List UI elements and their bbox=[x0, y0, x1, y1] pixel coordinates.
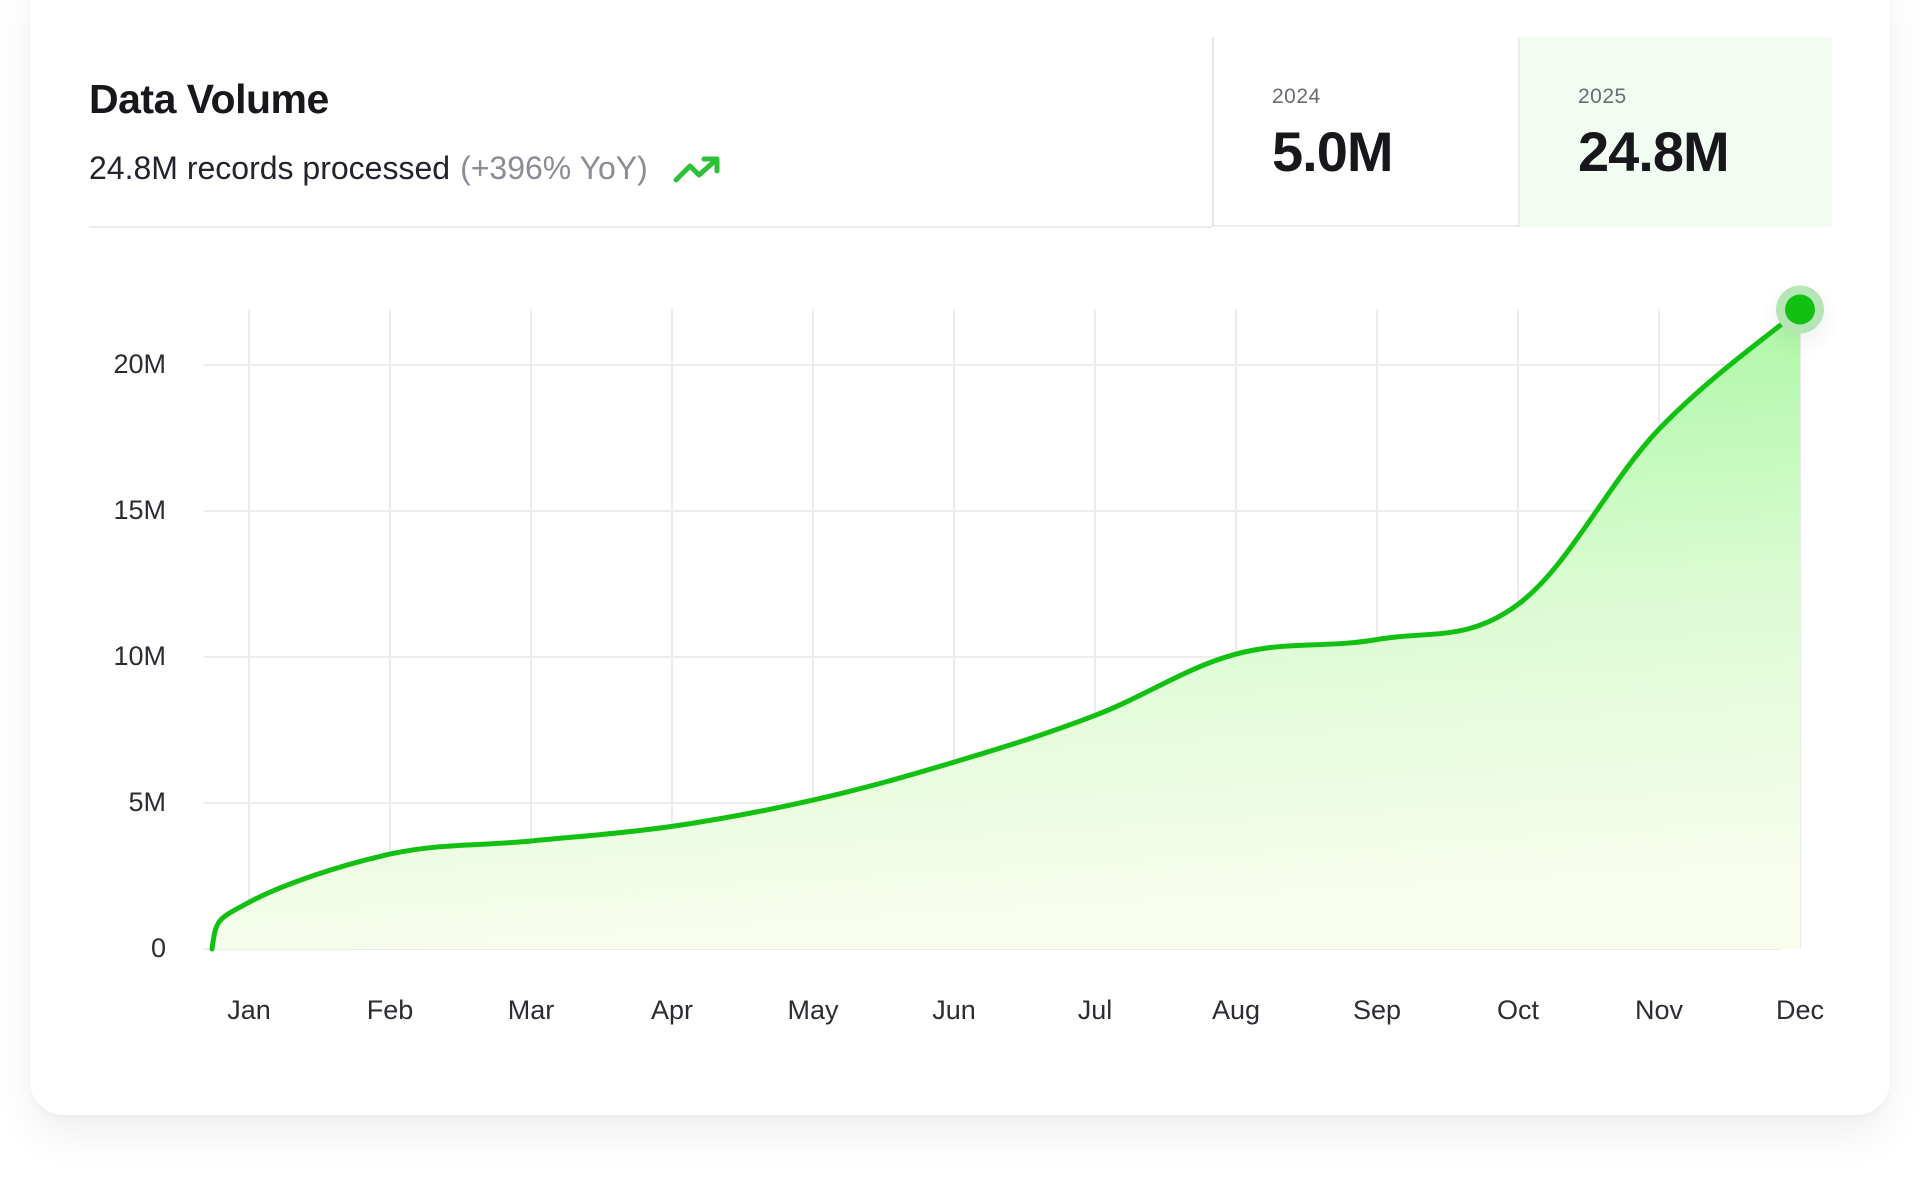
y-tick-label: 15M bbox=[113, 495, 166, 525]
stat-year-label: 2025 bbox=[1578, 85, 1627, 108]
y-tick-label: 0 bbox=[150, 933, 166, 963]
y-tick-label: 20M bbox=[113, 349, 166, 379]
end-marker-dot[interactable] bbox=[1785, 294, 1815, 325]
area-fill bbox=[212, 309, 1800, 949]
x-tick-label: Jul bbox=[1077, 995, 1113, 1025]
x-tick-label: Nov bbox=[1634, 995, 1683, 1025]
stat-value: 24.8M bbox=[1578, 120, 1730, 183]
x-tick-label: Dec bbox=[1775, 995, 1824, 1025]
x-tick-label: Aug bbox=[1211, 995, 1261, 1025]
records-processed-text: 24.8M records processed bbox=[89, 150, 451, 186]
y-tick-label: 5M bbox=[128, 787, 166, 817]
x-tick-label: Jan bbox=[227, 995, 271, 1025]
stat-year-label: 2024 bbox=[1272, 85, 1321, 108]
x-tick-label: May bbox=[787, 995, 839, 1025]
data-line bbox=[209, 307, 1803, 952]
x-tick-label: Mar bbox=[507, 995, 555, 1025]
card-title: Data Volume bbox=[89, 76, 329, 122]
x-tick-label: Apr bbox=[650, 995, 694, 1025]
x-tick-label: Jun bbox=[932, 995, 976, 1025]
yoy-change-text: (+396% YoY) bbox=[460, 150, 648, 186]
header-divider bbox=[89, 226, 1212, 228]
stat-2024: 2024 5.0M bbox=[1212, 37, 1518, 227]
stat-value: 5.0M bbox=[1272, 120, 1393, 183]
y-tick-label: 10M bbox=[113, 641, 166, 671]
trending-up-icon bbox=[673, 156, 720, 182]
x-tick-label: Oct bbox=[1496, 995, 1539, 1025]
card-subtitle: 24.8M records processed (+396% YoY) bbox=[89, 150, 722, 187]
x-tick-label: Feb bbox=[366, 995, 414, 1025]
stat-2025: 2025 24.8M bbox=[1518, 37, 1832, 227]
x-tick-label: Sep bbox=[1352, 995, 1402, 1025]
